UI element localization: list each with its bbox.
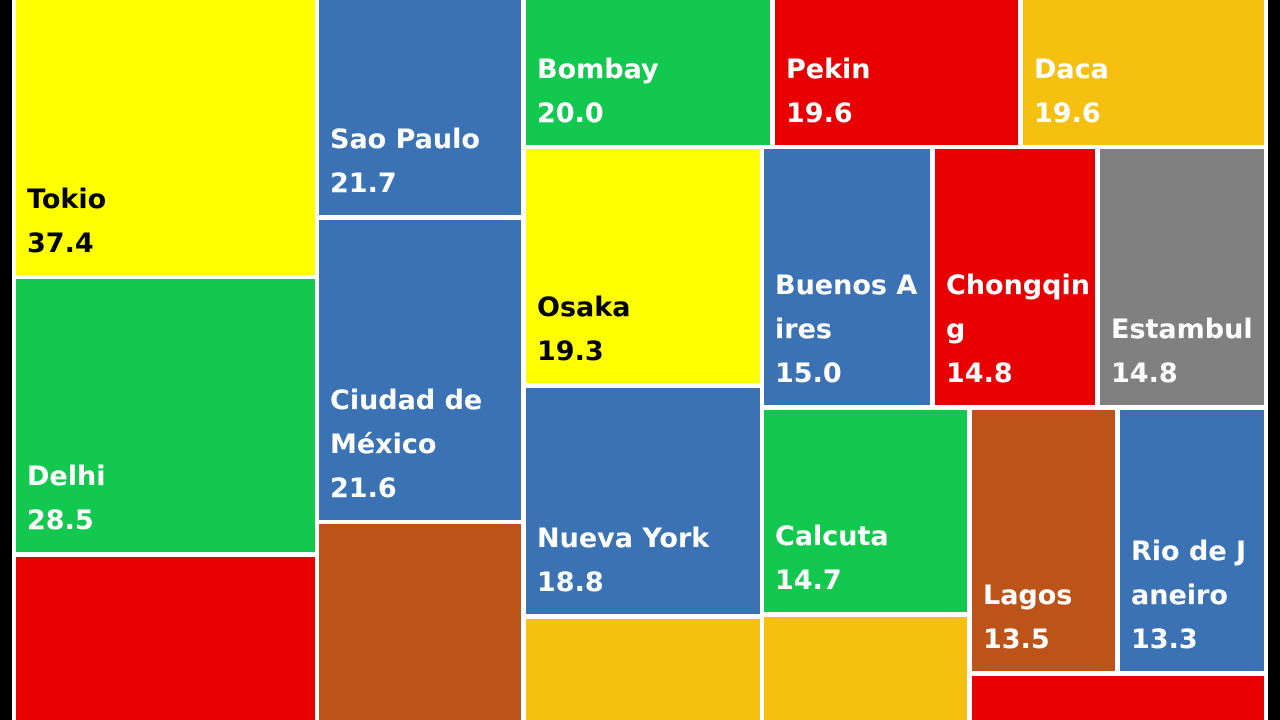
treemap-cell-name: Delhi xyxy=(27,461,106,492)
treemap-cell-name: Osaka xyxy=(537,292,631,323)
treemap-cell-4: Ciudad de México 21.6 xyxy=(319,220,521,520)
treemap-cell-label: Osaka 19.3 xyxy=(537,286,756,374)
treemap-cell-name: Sao Paulo xyxy=(330,124,480,155)
treemap-cell-label: Pekin 19.6 xyxy=(786,48,1014,136)
treemap-cell-name: Buenos Aires xyxy=(775,270,918,345)
treemap-cell-18: Rio de Janeiro 13.3 xyxy=(1120,410,1264,671)
treemap-cell-13: Chongqing 14.8 xyxy=(935,149,1095,405)
treemap-cell-7: Pekin 19.6 xyxy=(775,0,1018,145)
treemap-cell-8: Daca 19.6 xyxy=(1023,0,1264,145)
treemap-cell-value: 20.0 xyxy=(537,98,604,129)
treemap-cell-16 xyxy=(764,617,967,720)
left-letterbox xyxy=(0,0,12,720)
treemap-cell-value: 21.7 xyxy=(330,168,397,199)
treemap-cell-5 xyxy=(319,524,521,720)
treemap-cell-label: Lagos 13.5 xyxy=(983,574,1111,662)
treemap-cell-19 xyxy=(972,676,1264,720)
treemap-cell-value: 19.3 xyxy=(537,336,604,367)
treemap-cell-name: Tokio xyxy=(27,184,107,215)
treemap-cell-label: Delhi 28.5 xyxy=(27,455,311,543)
treemap-cell-name: Nueva York xyxy=(537,523,710,554)
treemap-cell-2 xyxy=(16,557,315,720)
treemap-cell-name: Pekin xyxy=(786,54,871,85)
treemap-cell-label: Chongqing 14.8 xyxy=(946,264,1091,396)
treemap-cell-12: Buenos Aires 15.0 xyxy=(764,149,930,405)
treemap-cell-1: Delhi 28.5 xyxy=(16,279,315,552)
treemap-cell-name: Calcuta xyxy=(775,521,889,552)
treemap-cell-value: 28.5 xyxy=(27,505,94,536)
treemap-cell-name: Estambul xyxy=(1111,314,1253,345)
treemap-cell-name: Daca xyxy=(1034,54,1109,85)
treemap-cell-label: Daca 19.6 xyxy=(1034,48,1260,136)
treemap-cell-label: Estambul 14.8 xyxy=(1111,308,1260,396)
right-letterbox xyxy=(1268,0,1280,720)
treemap-cell-label: Rio de Janeiro 13.3 xyxy=(1131,530,1260,662)
treemap-cell-name: Rio de Janeiro xyxy=(1131,536,1247,611)
treemap-cell-value: 37.4 xyxy=(27,228,94,259)
treemap-cell-value: 14.7 xyxy=(775,565,842,596)
treemap-cell-value: 14.8 xyxy=(1111,358,1178,389)
treemap-cell-3: Sao Paulo 21.7 xyxy=(319,0,521,215)
treemap-cell-name: Chongqing xyxy=(946,270,1090,345)
treemap-cell-name: Ciudad de México xyxy=(330,385,483,460)
treemap-cell-11 xyxy=(526,619,760,720)
treemap-cell-value: 19.6 xyxy=(1034,98,1101,129)
treemap-cell-9: Osaka 19.3 xyxy=(526,149,760,383)
treemap-cell-0: Tokio 37.4 xyxy=(16,0,315,275)
treemap-cell-label: Calcuta 14.7 xyxy=(775,515,963,603)
treemap-cell-name: Bombay xyxy=(537,54,659,85)
treemap-cell-label: Buenos Aires 15.0 xyxy=(775,264,926,396)
treemap-cell-label: Nueva York 18.8 xyxy=(537,517,756,605)
treemap-cell-value: 14.8 xyxy=(946,358,1013,389)
treemap-cell-value: 13.5 xyxy=(983,624,1050,655)
treemap-cell-14: Estambul 14.8 xyxy=(1100,149,1264,405)
treemap-cell-15: Calcuta 14.7 xyxy=(764,410,967,612)
treemap-cell-value: 18.8 xyxy=(537,567,604,598)
treemap-cell-value: 13.3 xyxy=(1131,624,1198,655)
treemap-cell-name: Lagos xyxy=(983,580,1073,611)
treemap-cell-label: Sao Paulo 21.7 xyxy=(330,118,517,206)
treemap-cell-label: Ciudad de México 21.6 xyxy=(330,379,517,511)
treemap-cell-value: 15.0 xyxy=(775,358,842,389)
treemap-cell-value: 19.6 xyxy=(786,98,853,129)
treemap-cell-17: Lagos 13.5 xyxy=(972,410,1115,671)
treemap-cell-6: Bombay 20.0 xyxy=(526,0,770,145)
treemap-cell-value: 21.6 xyxy=(330,473,397,504)
treemap-cell-label: Bombay 20.0 xyxy=(537,48,766,136)
treemap-cell-10: Nueva York 18.8 xyxy=(526,388,760,614)
treemap-cell-label: Tokio 37.4 xyxy=(27,178,311,266)
